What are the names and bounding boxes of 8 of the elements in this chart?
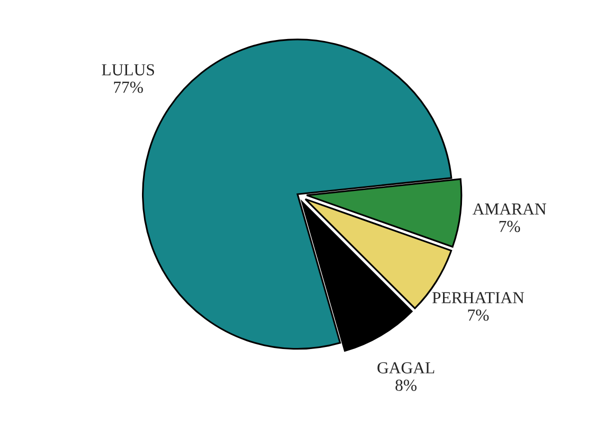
slice-label: AMARAN bbox=[472, 203, 546, 214]
data-label: 7% bbox=[499, 220, 520, 232]
slice-label: LULUS bbox=[102, 64, 154, 76]
slice-label: GAGAL bbox=[378, 362, 434, 374]
slice-label: PERHATIAN bbox=[432, 292, 524, 304]
data-label: 8% bbox=[396, 380, 417, 391]
data-label: 7% bbox=[468, 309, 489, 321]
data-label: 77% bbox=[114, 82, 143, 93]
